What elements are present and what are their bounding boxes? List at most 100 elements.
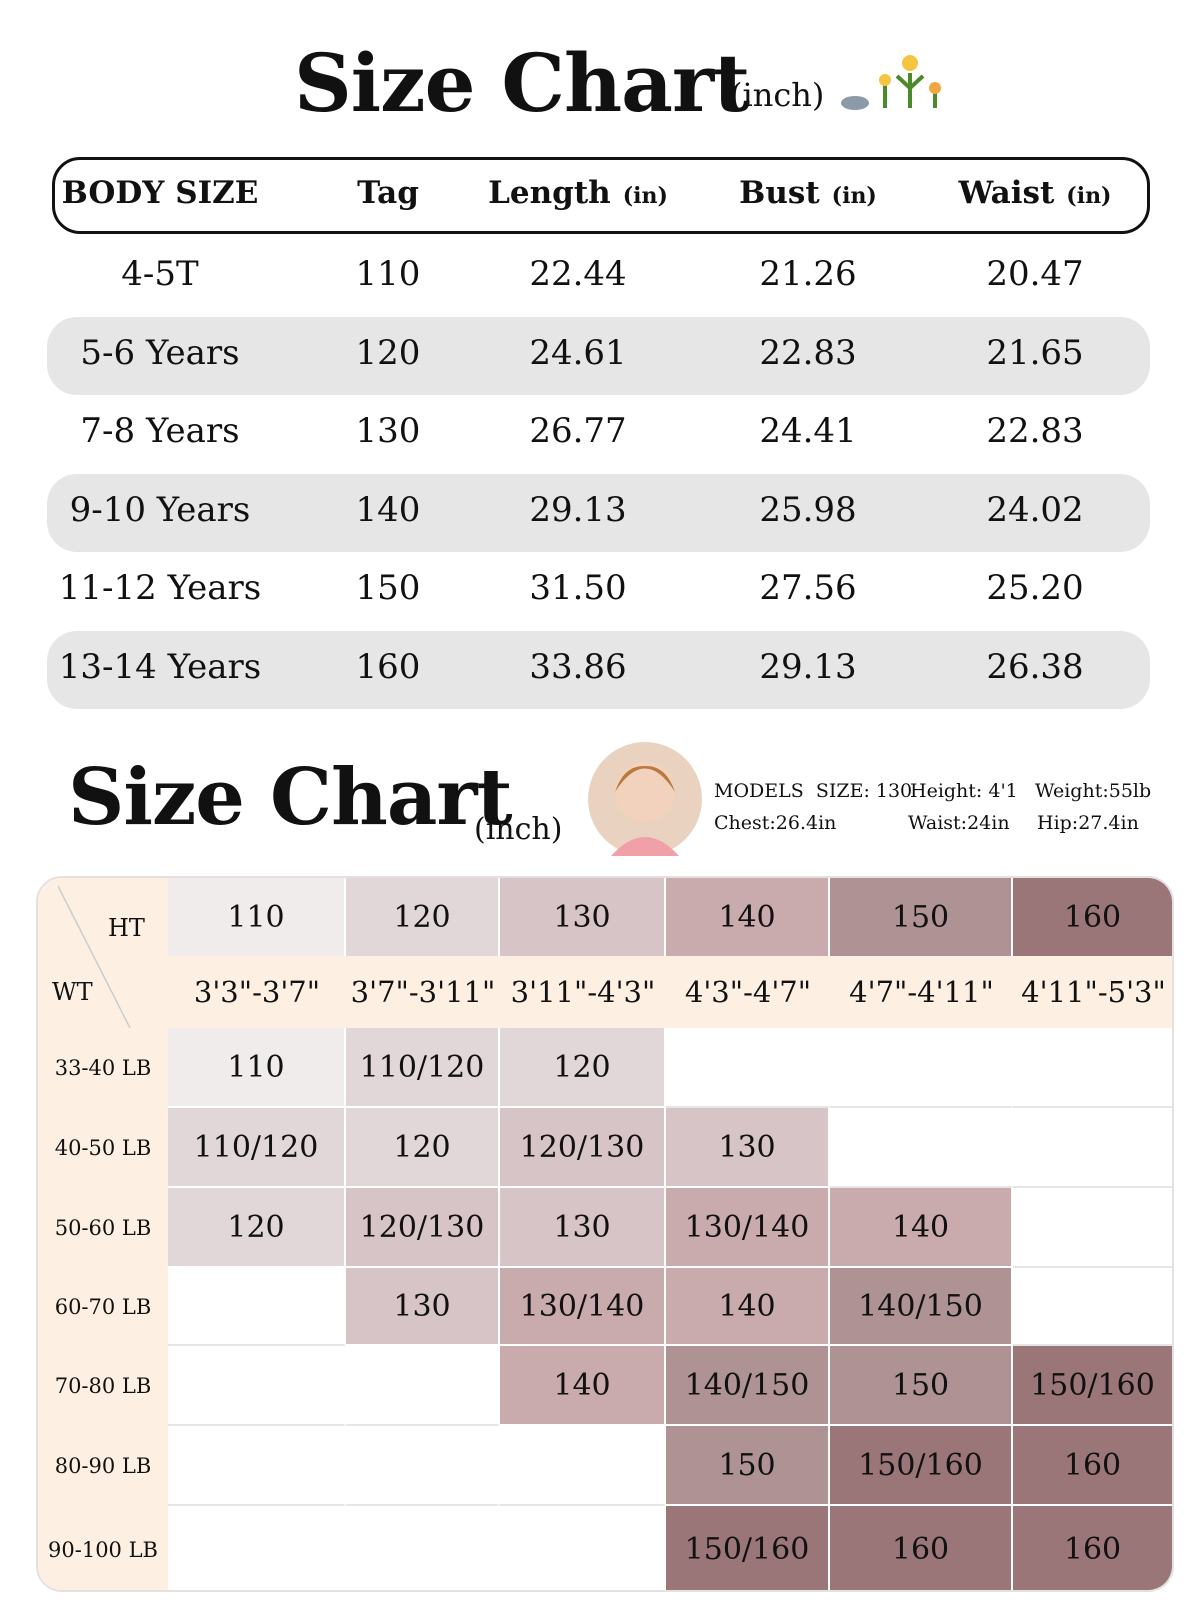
empty-cell [500, 1426, 666, 1506]
column-label: Waist [958, 175, 1055, 211]
size-cell: 150/160 [1013, 1346, 1172, 1426]
wt-label: WT [52, 978, 93, 1006]
corner-cell [38, 878, 168, 1028]
size-cell: 140 [830, 1188, 1013, 1268]
empty-cell [1013, 1268, 1172, 1346]
table-cell: 150 [355, 568, 421, 608]
section-title: Size Chart [68, 752, 512, 843]
flower-icon [841, 55, 941, 110]
model-waist: Waist:24in [908, 812, 1010, 834]
table-cell: 13-14 Years [58, 646, 262, 687]
size-cell: 120 [168, 1188, 346, 1268]
size-cell: 130 [666, 1108, 830, 1188]
column-label: Length [488, 175, 611, 211]
table-cell: 130 [355, 411, 421, 451]
table-cell: 22.44 [529, 254, 627, 294]
height-range: 3'11"-4'3" [500, 956, 666, 1028]
column-unit: (in) [622, 183, 668, 209]
empty-cell [346, 1506, 500, 1590]
model-chest: Chest:26.4in [714, 812, 837, 834]
empty-cell [830, 1028, 1013, 1108]
header-box [52, 157, 1150, 234]
title: Size Chart [294, 36, 750, 130]
size-cell: 160 [1013, 1506, 1172, 1590]
table-cell: 31.50 [529, 568, 627, 608]
column-label: Bust [739, 175, 820, 211]
height-range: 4'3"-4'7" [666, 956, 830, 1028]
height-tag: 130 [500, 878, 666, 956]
size-cell: 140/150 [666, 1346, 830, 1426]
table-cell: 25.20 [986, 568, 1084, 608]
empty-cell [830, 1108, 1013, 1188]
weight-label: 33-40 LB [38, 1028, 168, 1108]
size-cell: 110/120 [346, 1028, 500, 1108]
height-range: 4'7"-4'11" [830, 956, 1013, 1028]
height-tag: 120 [346, 878, 500, 956]
size-cell: 110 [168, 1028, 346, 1108]
row-band [47, 316, 1150, 395]
table-cell: 7-8 Years [80, 411, 240, 451]
size-cell: 150/160 [830, 1426, 1013, 1506]
column-label: Tag [357, 175, 419, 211]
table-cell: 29.13 [529, 489, 627, 530]
size-cell: 110/120 [168, 1108, 346, 1188]
model-photo [588, 742, 702, 856]
empty-cell [346, 1426, 500, 1506]
weight-label: 80-90 LB [38, 1426, 168, 1506]
weight-label: 60-70 LB [38, 1268, 168, 1346]
column-header: Tag [238, 175, 538, 211]
table-cell: 27.56 [759, 568, 857, 608]
weight-label: 50-60 LB [38, 1188, 168, 1268]
size-cell: 130/140 [500, 1268, 666, 1346]
table-cell: 160 [355, 646, 421, 687]
table-cell: 21.65 [986, 332, 1084, 373]
height-range: 3'3"-3'7" [168, 956, 346, 1028]
size-cell: 160 [1013, 1426, 1172, 1506]
ht-label: HT [108, 914, 145, 942]
size-cell: 150 [666, 1426, 830, 1506]
column-header: Waist (in) [885, 175, 1185, 211]
empty-cell [168, 1506, 346, 1590]
size-grid: HT WT 110 3'3"-3'7" 120 3'7"-3'11" 130 3'11"-4'… [36, 876, 1174, 1592]
height-tag: 160 [1013, 878, 1172, 956]
row-band [47, 473, 1150, 552]
size-cell: 120 [500, 1028, 666, 1108]
size-cell: 140 [500, 1346, 666, 1426]
table-cell: 20.47 [986, 254, 1084, 294]
table-cell: 11-12 Years [58, 568, 262, 608]
table-cell: 5-6 Years [80, 332, 240, 373]
column-header: Length (in) [428, 175, 728, 211]
table-cell: 26.38 [986, 646, 1084, 687]
empty-cell [666, 1028, 830, 1108]
height-range: 4'11"-5'3" [1013, 956, 1172, 1028]
table-cell: 26.77 [529, 411, 627, 451]
size-cell: 160 [830, 1506, 1013, 1590]
size-cell: 130 [500, 1188, 666, 1268]
column-label: BODY SIZE [61, 175, 259, 211]
table-cell: 21.26 [759, 254, 857, 294]
model-size: MODELS SIZE: 130 [714, 780, 913, 802]
column-header: Bust (in) [658, 175, 958, 211]
size-cell: 140/150 [830, 1268, 1013, 1346]
column-unit: (in) [831, 183, 877, 209]
table-cell: 24.41 [759, 411, 857, 451]
row-band [47, 630, 1150, 709]
corner-diagonal [57, 885, 131, 1028]
table-cell: 22.83 [986, 411, 1084, 451]
table-cell: 120 [355, 332, 421, 373]
size-cell: 140 [666, 1268, 830, 1346]
empty-cell [1013, 1188, 1172, 1268]
weight-label: 70-80 LB [38, 1346, 168, 1426]
table-cell: 29.13 [759, 646, 857, 687]
empty-cell [168, 1268, 346, 1346]
height-range: 3'7"-3'11" [346, 956, 500, 1028]
table-cell: 9-10 Years [69, 489, 251, 530]
empty-cell [168, 1346, 346, 1426]
table-cell: 110 [355, 254, 421, 294]
size-cell: 150/160 [666, 1506, 830, 1590]
weight-label: 90-100 LB [38, 1506, 168, 1590]
column-unit: (in) [1066, 183, 1112, 209]
empty-cell [1013, 1108, 1172, 1188]
model-weight: Weight:55lb [1035, 780, 1152, 802]
